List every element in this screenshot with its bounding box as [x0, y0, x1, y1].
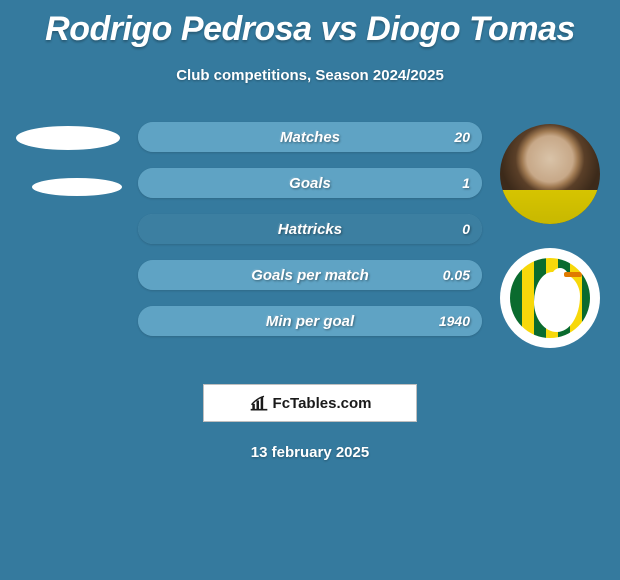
- stat-label: Min per goal: [266, 313, 354, 330]
- player-left-club-placeholder: [32, 178, 122, 196]
- player-right-avatar: [500, 124, 600, 224]
- ado-den-haag-crest: [510, 258, 590, 338]
- brand-text: FcTables.com: [273, 395, 372, 412]
- stat-bars: Matches 20 Goals 1 Hattricks 0 Goals per match…: [138, 122, 482, 352]
- stat-bar: Matches 20: [138, 122, 482, 152]
- stat-bar: Goals 1: [138, 168, 482, 198]
- stat-value-right: 1940: [439, 313, 470, 329]
- bar-chart-icon: [249, 394, 269, 412]
- stat-label: Goals: [289, 175, 331, 192]
- stat-value-right: 20: [454, 129, 470, 145]
- stat-bar: Hattricks 0: [138, 214, 482, 244]
- stat-label: Hattricks: [278, 221, 342, 238]
- stat-bar: Min per goal 1940: [138, 306, 482, 336]
- stat-label: Matches: [280, 129, 340, 146]
- stat-value-right: 0.05: [443, 267, 470, 283]
- page-subtitle: Club competitions, Season 2024/2025: [0, 67, 620, 84]
- stork-icon: [534, 272, 580, 332]
- player-left-avatar-placeholder: [16, 126, 120, 150]
- stat-label: Goals per match: [251, 267, 369, 284]
- page-title: Rodrigo Pedrosa vs Diogo Tomas: [0, 0, 620, 49]
- stat-value-right: 1: [462, 175, 470, 191]
- stat-bar: Goals per match 0.05: [138, 260, 482, 290]
- stat-value-right: 0: [462, 221, 470, 237]
- stats-comparison: Matches 20 Goals 1 Hattricks 0 Goals per match…: [0, 122, 620, 362]
- brand-badge[interactable]: FcTables.com: [203, 384, 417, 422]
- player-right-club-logo: [500, 248, 600, 348]
- footer-date: 13 february 2025: [0, 444, 620, 461]
